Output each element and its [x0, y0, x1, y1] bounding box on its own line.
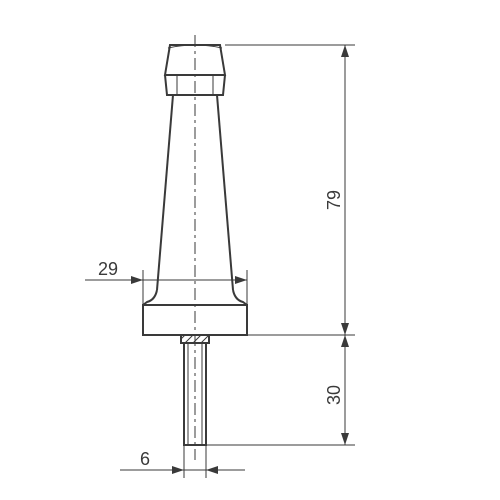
dim-label-29: 29	[98, 259, 118, 279]
dim-label-30: 30	[324, 385, 344, 405]
dim-label-6: 6	[140, 449, 150, 469]
mounting-tab	[181, 335, 209, 343]
dim-width-6: 6	[120, 445, 245, 478]
dim-height-30: 30	[206, 335, 355, 445]
dim-label-79: 79	[324, 190, 344, 210]
dim-height-79: 79	[225, 45, 355, 335]
dim-width-29: 29	[85, 259, 247, 305]
technical-drawing: 79 30 29 6	[0, 0, 500, 500]
